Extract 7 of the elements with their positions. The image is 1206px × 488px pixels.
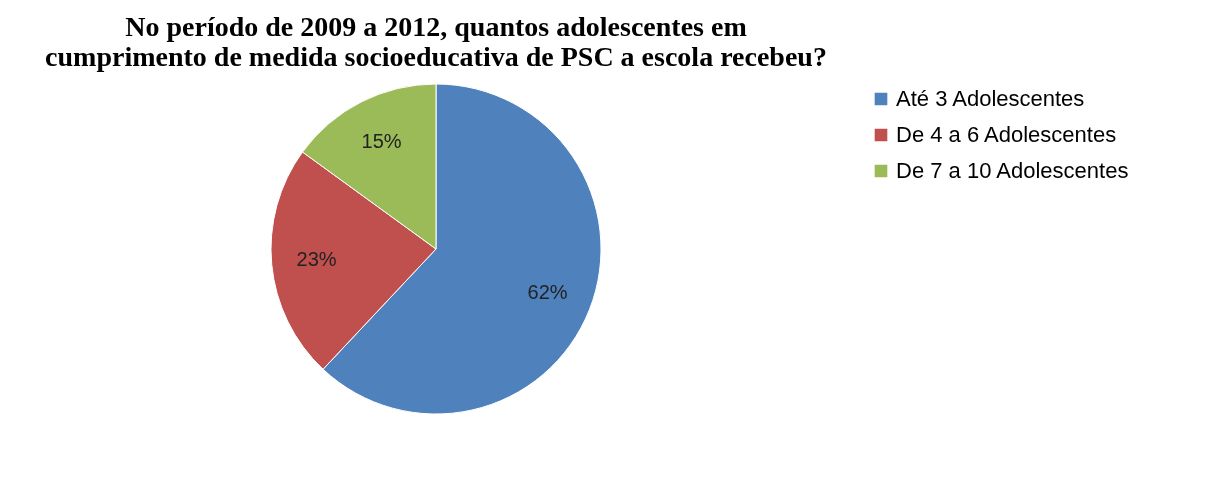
data-label: 62%	[527, 281, 568, 304]
chart-title: No período de 2009 a 2012, quantos adolescentes em cumprimento de medida socioeducativa de PSC a escola recebeu?	[45, 11, 827, 72]
legend-label: Até 3 Adolescentes	[896, 86, 1085, 111]
data-label: 23%	[296, 248, 337, 271]
data-label: 15%	[361, 130, 402, 153]
legend-label: De 4 a 6 Adolescentes	[896, 122, 1117, 147]
legend-label: De 7 a 10 Adolescentes	[896, 158, 1129, 183]
